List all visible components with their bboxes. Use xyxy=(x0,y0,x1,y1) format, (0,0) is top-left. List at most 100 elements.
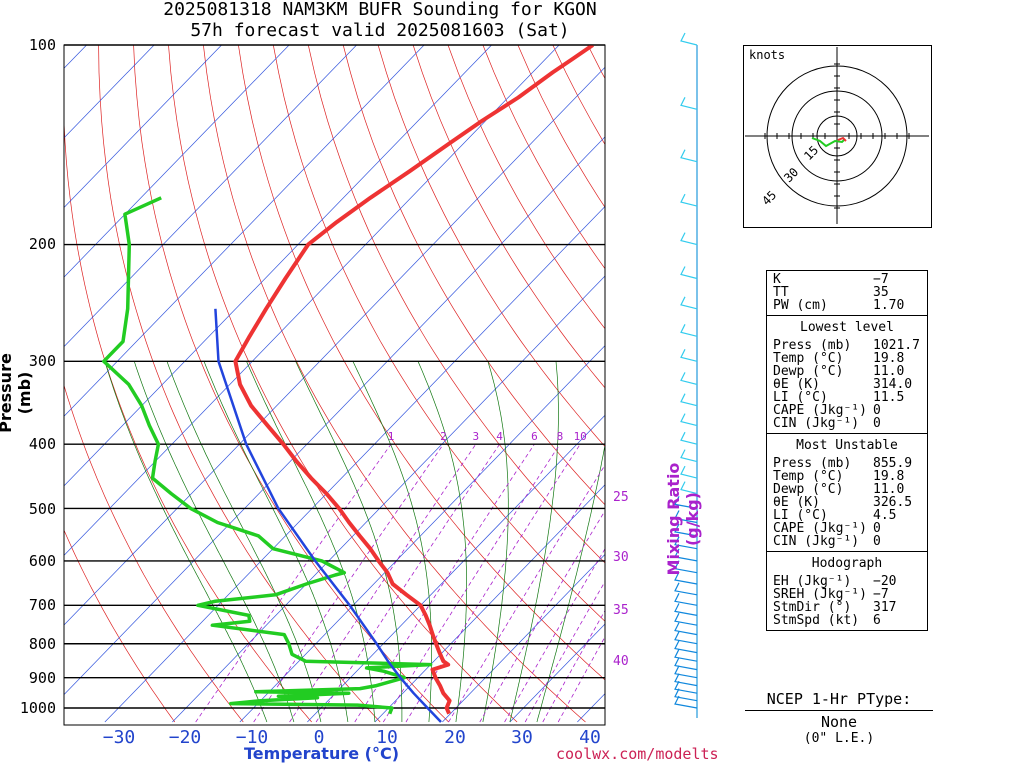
wind-barb xyxy=(674,695,698,709)
dry-adiabat xyxy=(203,45,586,723)
dry-adiabat xyxy=(447,45,605,330)
parcel-profile xyxy=(214,308,442,723)
stat-key: CIN (Jkg⁻¹) xyxy=(773,416,860,431)
wind-barb xyxy=(674,665,698,679)
temp-tick-label: −30 xyxy=(102,727,136,748)
stat-key: Temp (°C) xyxy=(773,469,844,484)
stat-value: 0 xyxy=(873,416,881,431)
dewpoint-profile xyxy=(102,196,433,715)
wind-barb xyxy=(680,393,698,407)
stat-key: Press (mb) xyxy=(773,338,852,353)
stat-value: −7 xyxy=(873,272,889,287)
pressure-tick-label: 600 xyxy=(28,552,56,570)
mixing-ratio-value-label: 15 xyxy=(612,430,625,443)
wind-barb xyxy=(674,510,698,524)
isotherm xyxy=(442,553,605,723)
wind-barb xyxy=(674,612,698,626)
moist-adiabat xyxy=(536,442,605,723)
ptype-divider xyxy=(745,710,933,711)
stat-value: 326.5 xyxy=(873,495,913,510)
ptype-title: NCEP 1-Hr PType: xyxy=(766,690,912,708)
pressure-tick-label: 500 xyxy=(28,500,56,518)
stat-key: CAPE (Jkg⁻¹) xyxy=(773,521,867,536)
wind-barb xyxy=(680,193,698,207)
hodograph-stats-section: Hodograph EH (Jkg⁻¹) −20 SREH (Jkg⁻¹) −7 S… xyxy=(767,552,927,630)
mixing-ratio-value-label: 1 xyxy=(388,430,395,443)
wind-barb xyxy=(680,324,698,337)
isotherm xyxy=(64,45,357,348)
stat-value: 314.0 xyxy=(873,377,913,392)
stat-value: 11.5 xyxy=(873,390,905,405)
mixing-ratio-value-label: 8 xyxy=(557,430,564,443)
stat-value: 855.9 xyxy=(873,456,913,471)
stat-value: 4.5 xyxy=(873,508,897,523)
isotherm xyxy=(64,45,425,417)
temp-tick-label: 40 xyxy=(579,727,601,748)
indices-section: K −7 TT 35 PW (cm) 1.70 xyxy=(767,271,927,316)
dry-adiabat xyxy=(412,45,605,389)
wind-barb xyxy=(680,449,698,463)
moist-adiabat xyxy=(509,361,559,723)
wind-barb xyxy=(680,296,698,310)
stat-value: 19.8 xyxy=(873,469,905,484)
wind-barb xyxy=(680,465,698,479)
stats-panel: K −7 TT 35 PW (cm) 1.70 Lowest level Press … xyxy=(766,270,928,631)
mixing-ratio-value-label: 3 xyxy=(472,430,479,443)
diagram-background-lines: 1 2 3 4 6 8 10 15 20 xyxy=(64,45,652,723)
stat-key: LI (°C) xyxy=(773,390,828,405)
credit-text: coolwx.com/modelts xyxy=(556,745,719,763)
chart-subtitle: 57h forecast valid 2025081603 (Sat) xyxy=(190,20,570,41)
pressure-tick-label: 700 xyxy=(28,596,56,614)
stat-value: 35 xyxy=(873,285,889,300)
sounding-series xyxy=(102,45,595,723)
mixing-ratio-line xyxy=(448,464,605,723)
stat-key: Press (mb) xyxy=(773,456,852,471)
hodograph-ring-label: 30 xyxy=(781,164,802,186)
stat-value: 317 xyxy=(873,600,897,615)
stat-key: Dewp (°C) xyxy=(773,482,844,497)
dry-adiabat xyxy=(64,529,176,723)
lowest-level-section: Lowest level Press (mb) 1021.7 Temp (°C) 1… xyxy=(767,316,927,434)
stat-key: θE (K) xyxy=(773,495,820,510)
hodograph-ring-label: 15 xyxy=(801,142,822,164)
stat-value: −20 xyxy=(873,574,897,589)
isotherm xyxy=(64,45,492,487)
section-title: Hodograph xyxy=(811,556,883,571)
isotherm xyxy=(239,345,605,723)
mixing-ratio-axis-label: Mixing Ratio (g/kg) xyxy=(664,462,702,576)
moist-adiabat xyxy=(417,361,467,723)
hodograph-box: knots 15 30 45 xyxy=(743,45,932,228)
wind-barb xyxy=(680,266,698,280)
dry-adiabat xyxy=(342,45,605,506)
wind-barb xyxy=(674,571,698,585)
stat-value: 1021.7 xyxy=(873,338,920,353)
isotherm xyxy=(307,414,605,723)
stat-value: 11.0 xyxy=(873,364,905,379)
pressure-tick-label: 800 xyxy=(28,635,56,653)
stat-key: StmDir (°) xyxy=(773,600,852,615)
wind-barb xyxy=(674,548,698,562)
temp-tick-label: −10 xyxy=(235,727,269,748)
wind-barb xyxy=(674,496,698,509)
stat-value: 1.70 xyxy=(873,298,905,313)
stat-value: 0 xyxy=(873,534,881,549)
wind-barb xyxy=(674,593,698,606)
pressure-tick-label: 200 xyxy=(28,235,56,253)
hodograph-trace-low xyxy=(811,137,846,148)
pressure-grid xyxy=(64,44,605,709)
moist-adiabat xyxy=(203,361,349,723)
wind-barb xyxy=(680,413,698,427)
stat-key: PW (cm) xyxy=(773,298,828,313)
mixing-ratio-value-label: 20 xyxy=(639,430,652,443)
mixing-ratio-value-label: 4 xyxy=(496,430,503,443)
stat-key: Dewp (°C) xyxy=(773,364,844,379)
stat-key: K xyxy=(773,272,781,287)
pressure-tick-label: 100 xyxy=(28,36,56,54)
mixing-ratio-line xyxy=(405,443,581,723)
dry-adiabat xyxy=(168,45,518,723)
moist-adiabat xyxy=(482,361,509,723)
mixing-ratio-line xyxy=(382,443,561,723)
mixing-ratio-line xyxy=(354,443,535,723)
wind-barb xyxy=(674,688,698,702)
